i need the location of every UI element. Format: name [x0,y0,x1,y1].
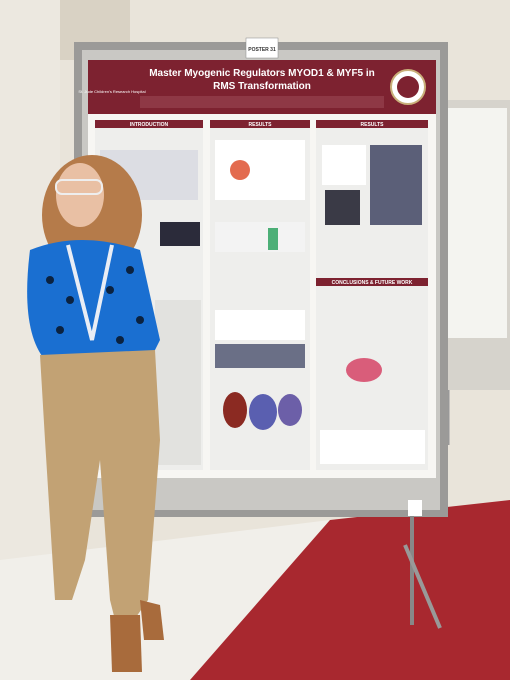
poster-number: POSTER 31 [248,47,276,53]
lanyard [66,244,114,341]
figure [215,310,305,340]
figure [155,300,201,465]
figure [223,392,247,428]
figure [215,344,305,368]
figure [215,222,305,252]
figure [325,190,360,225]
section-header [95,120,203,128]
pants [40,350,160,640]
section-header [316,278,428,286]
poster-tag [245,37,279,59]
poster-title: RMS Transformation [213,81,311,92]
stand-foot [403,544,442,629]
logos [320,430,425,464]
shirt [27,240,161,360]
cup [408,500,422,516]
figure [322,145,366,185]
boot [110,615,142,672]
heatmap [268,228,278,250]
polka-dots [46,266,144,344]
figure-dots [230,160,250,180]
section-header [210,120,310,128]
section-header [316,120,428,128]
section-title: RESULTS [361,122,385,128]
glasses [55,179,103,195]
authors [140,96,384,108]
figure [215,140,305,200]
side-poster [445,108,507,338]
boot [140,600,164,640]
section-title: RESULTS [249,122,273,128]
section-title: INTRODUCTION [130,122,169,128]
floor-red [190,500,510,680]
institution: St. Jude Children's Research Hospital [78,89,145,94]
figure [278,394,302,426]
seal-center [397,76,419,98]
section-title: CONCLUSIONS & FUTURE WORK [332,280,413,286]
figure [346,358,382,382]
figure [370,145,422,225]
poster-title: Master Myogenic Regulators MYOD1 & MYF5 … [149,68,375,79]
figure [249,394,277,430]
figure [160,222,200,246]
